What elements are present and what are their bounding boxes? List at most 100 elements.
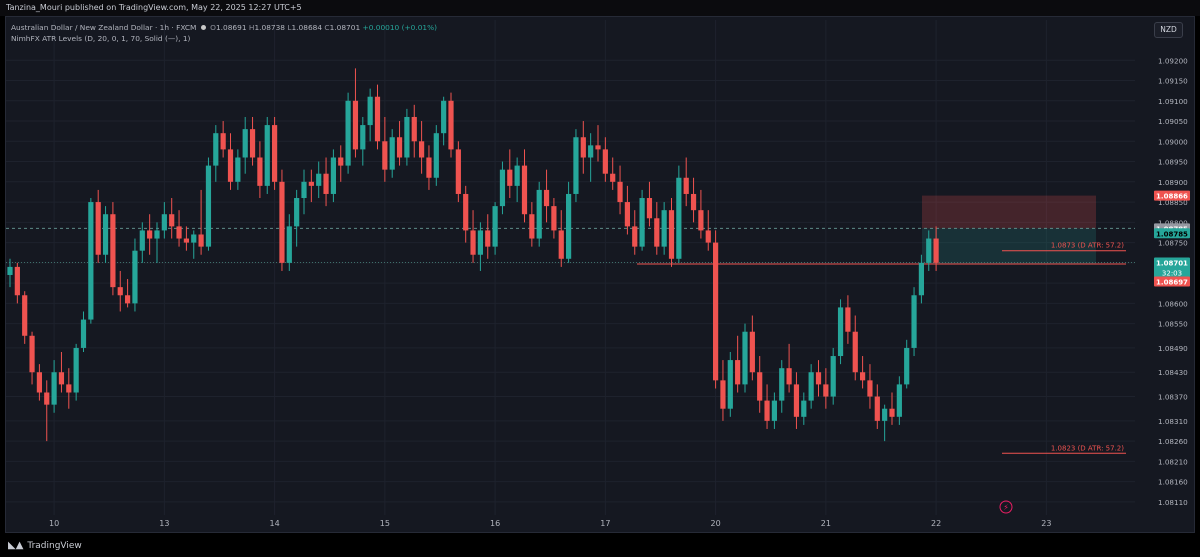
close-value: 1.08701 [329, 23, 361, 32]
candle-body [58, 372, 65, 385]
candle-body [779, 368, 785, 401]
candle-body [904, 347, 910, 385]
candle-body [896, 384, 902, 417]
candle-body [220, 133, 226, 150]
high-value: 1.08738 [254, 23, 285, 32]
candle-body [455, 149, 461, 194]
y-tick-label: 1.08750 [1158, 239, 1188, 248]
candle-body [161, 214, 167, 231]
candle-body [22, 295, 28, 336]
candle-body [294, 198, 300, 227]
candle-body [338, 157, 344, 166]
candle-body [911, 295, 917, 348]
candle-body [308, 181, 314, 186]
candle-body [470, 230, 476, 255]
footer-bar: ◣▲ TradingView [0, 535, 1200, 556]
x-tick-label: 23 [1041, 519, 1051, 528]
candle-body [793, 384, 800, 417]
candle-body [330, 157, 336, 194]
candle-body [29, 335, 35, 373]
y-tick-label: 1.08800 [1158, 218, 1188, 227]
candle-body [360, 125, 366, 150]
candle-body [815, 372, 822, 385]
y-tick-label: 1.09200 [1158, 56, 1188, 65]
candle-body [668, 210, 675, 259]
candle-body [918, 262, 924, 296]
event-flash-icon [999, 500, 1013, 514]
candle-body [646, 198, 653, 219]
y-tick-label: 1.08900 [1158, 178, 1188, 187]
candle-body [764, 400, 770, 421]
candle-body [757, 372, 763, 401]
candle-body [242, 129, 248, 158]
candle-body [786, 368, 792, 385]
candle-body [860, 372, 866, 381]
countdown-label: 32:03 [1162, 269, 1182, 277]
candle-body [433, 133, 439, 178]
candle-body [801, 400, 807, 417]
candle-body [301, 181, 307, 199]
y-tick-label: 1.08600 [1158, 299, 1188, 308]
x-tick-label: 15 [380, 519, 390, 528]
candle-body [632, 226, 638, 247]
price-axis-label: 1.08866 [1156, 193, 1188, 201]
candle-body [448, 100, 454, 150]
candle-body [624, 202, 630, 227]
candle-body [477, 230, 483, 255]
candle-body [602, 149, 608, 174]
y-tick-label: 1.08160 [1158, 478, 1188, 487]
candle-body [874, 396, 880, 421]
indicator-name[interactable]: NimhFX ATR Levels (D, 20, 0, 1, 70, Soli… [11, 34, 191, 43]
candle-body [713, 242, 719, 381]
candle-body [595, 145, 601, 150]
candle-body [14, 266, 20, 296]
candle-body [492, 206, 498, 247]
market-status-icon [200, 25, 206, 30]
candle-body [88, 202, 94, 320]
candle-body [698, 210, 704, 231]
candle-body [926, 238, 932, 263]
legend-indicator-row: NimhFX ATR Levels (D, 20, 0, 1, 70, Soli… [11, 33, 437, 44]
price-axis-label-bg [1154, 228, 1190, 239]
y-tick-label: 1.08490 [1158, 344, 1188, 353]
x-tick-label: 17 [600, 519, 610, 528]
candle-body [485, 230, 491, 247]
candle-body [345, 100, 351, 166]
candle-body [147, 230, 153, 239]
candle-body [227, 149, 234, 182]
candle-body [639, 198, 645, 247]
x-tick-label: 22 [931, 519, 941, 528]
candle-body [191, 234, 197, 243]
candle-body [382, 141, 388, 170]
y-tick-label: 1.08850 [1158, 198, 1188, 207]
candle-body [205, 165, 212, 247]
currency-button[interactable]: NZD [1154, 22, 1183, 38]
candle-body [352, 100, 359, 150]
candle-body [396, 137, 403, 158]
candle-body [404, 116, 410, 158]
price-axis-label: 1.08701 [1156, 259, 1188, 267]
y-tick-label: 1.08950 [1158, 158, 1188, 167]
candle-body [507, 169, 513, 186]
candle-body [7, 266, 13, 275]
price-axis-label-bg [1154, 190, 1190, 201]
candle-body [44, 392, 50, 405]
candle-body [705, 230, 711, 243]
candle-body [808, 372, 814, 401]
symbol-name[interactable]: Australian Dollar / New Zealand Dollar ·… [11, 23, 197, 32]
candle-body [257, 157, 263, 186]
candle-body [690, 193, 697, 211]
y-tick-label: 1.08370 [1158, 393, 1188, 402]
publisher-bar: Tanzina_Mouri published on TradingView.c… [0, 0, 1200, 16]
candle-body [573, 137, 579, 194]
candle-body [543, 189, 550, 207]
candle-body [889, 408, 895, 417]
candle-body [867, 380, 873, 397]
candle-body [80, 319, 87, 348]
x-tick-label: 14 [270, 519, 280, 528]
chart-panel[interactable] [5, 16, 1195, 533]
candle-body [521, 165, 528, 215]
y-tick-label: 1.08550 [1158, 320, 1188, 329]
candle-body [132, 250, 138, 304]
